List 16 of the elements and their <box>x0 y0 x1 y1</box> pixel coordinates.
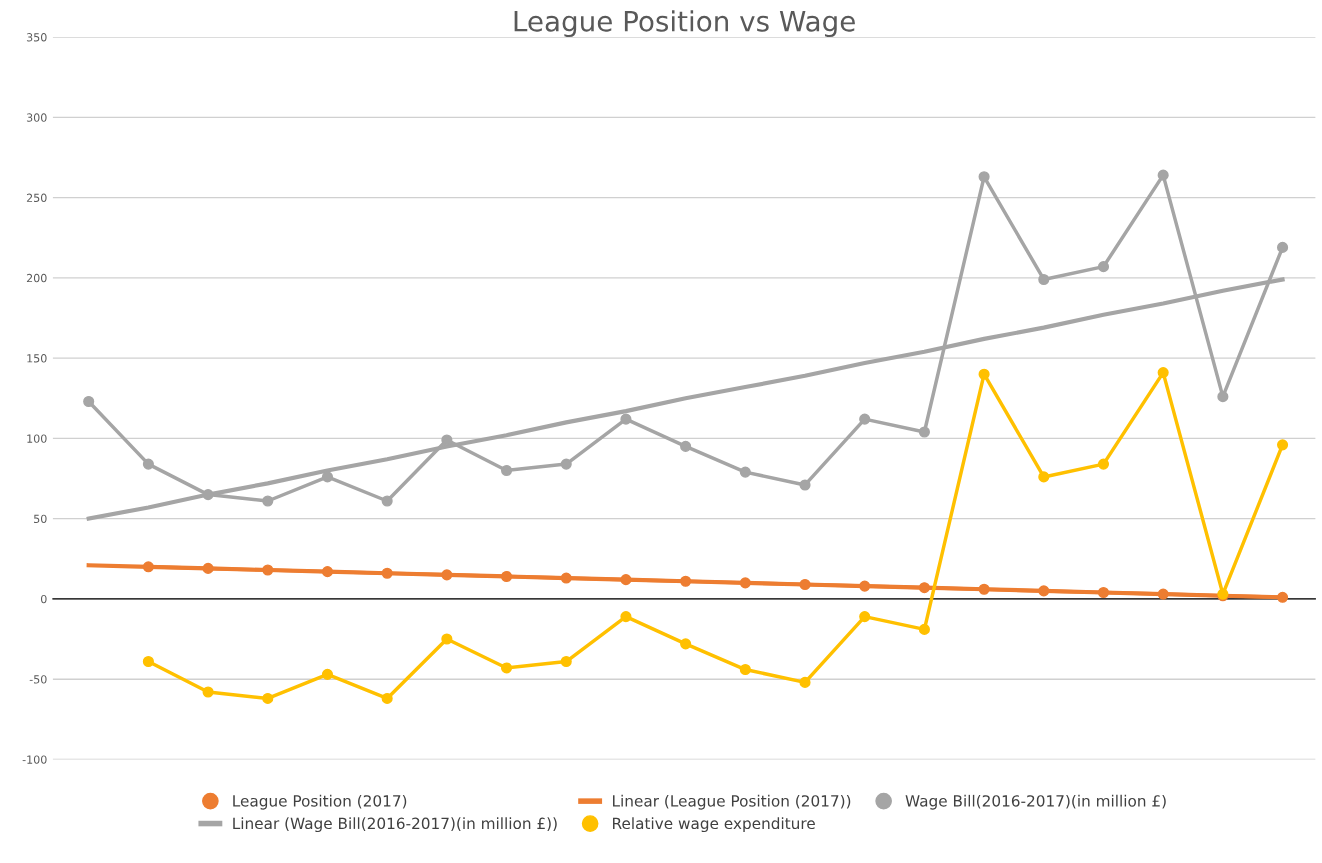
y-tick-label: 200 <box>26 273 47 283</box>
legend-label: Linear (Wage Bill(2016-2017)(in million £)) <box>233 817 557 833</box>
y-tick-label: -50 <box>29 675 47 684</box>
y-tick-label: 0 <box>40 594 47 604</box>
legend-label: League Position (2017) <box>233 794 407 810</box>
y-tick-label: 350 <box>26 33 47 42</box>
y-tick-label: 100 <box>27 434 47 443</box>
chart-title: League Position vs Wage <box>514 10 855 38</box>
y-tick-label: 150 <box>27 354 47 363</box>
legend-label: Linear (League Position (2017)) <box>613 794 851 810</box>
legend-label: Relative wage expenditure <box>613 817 815 833</box>
y-tick-label: 50 <box>34 514 47 524</box>
y-tick-label: -100 <box>22 755 47 764</box>
y-tick-label: 300 <box>26 113 47 122</box>
y-tick-label: 250 <box>26 193 47 203</box>
legend-label: Wage Bill(2016-2017)(in million £) <box>905 794 1166 810</box>
